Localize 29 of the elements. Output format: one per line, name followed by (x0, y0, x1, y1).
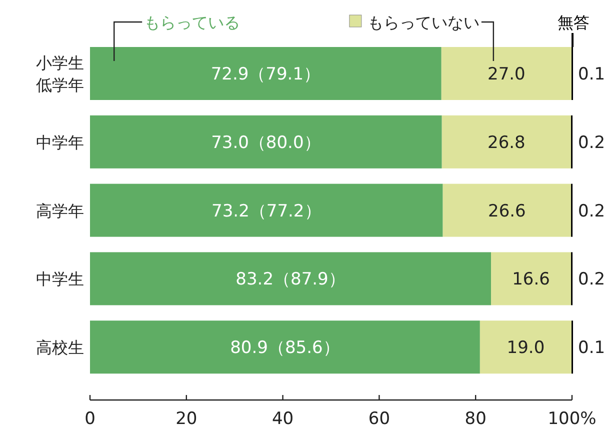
data-label: 27.0 (488, 64, 526, 84)
data-label: 73.0（80.0） (211, 132, 321, 153)
data-label: 26.6 (488, 201, 526, 222)
x-tick-label: 0 (84, 409, 96, 429)
data-label: 72.9（79.1） (210, 64, 321, 84)
data-label: 0.1 (578, 338, 606, 358)
data-label: 16.6 (512, 270, 550, 290)
data-label: 83.2（87.9） (236, 270, 346, 290)
data-label: 0.1 (578, 64, 606, 84)
x-tick-label: 80 (464, 409, 486, 429)
data-label: 80.9（85.6） (230, 338, 340, 358)
x-tick-label: 20 (176, 409, 198, 429)
series-label: もらっている (144, 13, 240, 32)
x-tick-label: 100% (548, 409, 596, 429)
y-tick-label: 小学生低学年 (36, 54, 84, 94)
y-tick-label: 中学生 (36, 270, 84, 289)
y-tick-label: 高校生 (36, 338, 84, 358)
legend-label: もらっていない (367, 13, 480, 32)
data-label: 0.2 (578, 201, 606, 222)
data-label: 73.2（77.2） (212, 201, 322, 222)
data-label: 19.0 (506, 338, 545, 358)
y-tick-label: 高学年 (36, 201, 84, 220)
data-label: 0.2 (578, 270, 606, 290)
series-label: 無答 (558, 13, 590, 32)
data-label: 26.8 (488, 132, 526, 153)
y-tick-label: 中学年 (36, 132, 84, 152)
data-label: 0.2 (578, 132, 606, 153)
x-tick-label: 60 (368, 409, 390, 429)
x-tick-label: 40 (272, 409, 294, 429)
